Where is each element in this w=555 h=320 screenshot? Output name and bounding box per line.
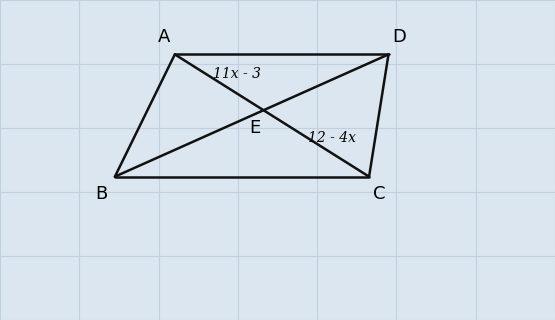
Text: E: E <box>250 119 261 137</box>
Text: A: A <box>158 28 170 46</box>
Text: 11x - 3: 11x - 3 <box>213 67 261 81</box>
Text: D: D <box>392 28 406 46</box>
Text: 12 - 4x: 12 - 4x <box>307 131 356 145</box>
Text: B: B <box>95 185 107 203</box>
Text: C: C <box>373 185 385 203</box>
